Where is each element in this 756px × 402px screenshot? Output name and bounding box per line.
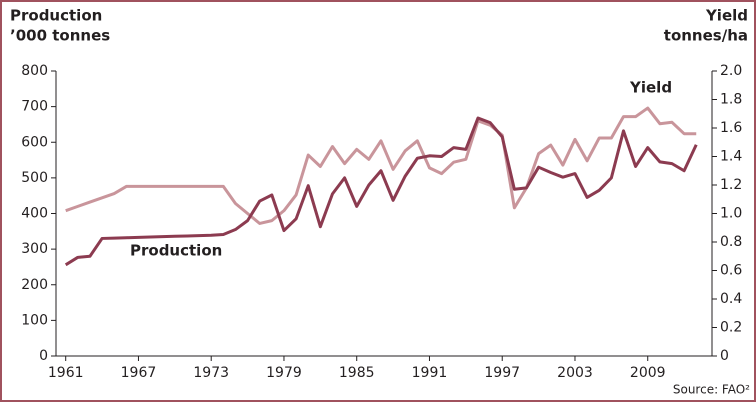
- x-tick-label: 1997: [484, 365, 520, 381]
- y2-tick-label: 0.6: [720, 263, 742, 279]
- series-line: [64, 116, 698, 267]
- y-tick-label: 700: [21, 99, 48, 115]
- y-axis-title: Production: [10, 7, 102, 25]
- y-tick-label: 300: [21, 241, 48, 257]
- x-tick-label: 1961: [48, 365, 84, 381]
- y2-tick-label: 1.2: [720, 177, 742, 193]
- x-tick-label: 2009: [630, 365, 666, 381]
- x-tick-label: 1985: [339, 365, 375, 381]
- y2-tick-label: 2.0: [720, 63, 742, 79]
- x-tick-label: 1991: [412, 365, 448, 381]
- y-tick-label: 600: [21, 134, 48, 150]
- x-tick-label: 1967: [121, 365, 157, 381]
- y2-tick-label: 1.8: [720, 92, 742, 108]
- annotation: Yield: [629, 79, 672, 97]
- y-tick-label: 800: [21, 63, 48, 79]
- x-tick-label: 1973: [193, 365, 229, 381]
- y-axis-title: ’000 tonnes: [10, 27, 110, 45]
- x-tick-label: 1979: [266, 365, 302, 381]
- y-tick-label: 100: [21, 312, 48, 328]
- y2-tick-label: 0.4: [720, 291, 742, 307]
- y2-tick-label: 0.8: [720, 234, 742, 250]
- y2-tick-label: 1.6: [720, 120, 742, 136]
- source: Source: FAO²: [673, 383, 750, 397]
- y-tick-label: 0: [39, 348, 48, 364]
- y2-tick-label: 0.2: [720, 320, 742, 336]
- y-tick-label: 500: [21, 170, 48, 186]
- y-tick-label: 400: [21, 206, 48, 222]
- annotation: Production: [130, 242, 222, 260]
- series-line: [65, 106, 697, 225]
- y2-tick-label: 1.4: [720, 149, 742, 165]
- y2-axis-title: tonnes/ha: [664, 27, 748, 45]
- y2-tick-label: 0: [720, 348, 729, 364]
- y-tick-label: 200: [21, 277, 48, 293]
- x-tick-label: 2003: [557, 365, 593, 381]
- y2-axis-title: Yield: [705, 7, 748, 25]
- y2-tick-label: 1.0: [720, 206, 742, 222]
